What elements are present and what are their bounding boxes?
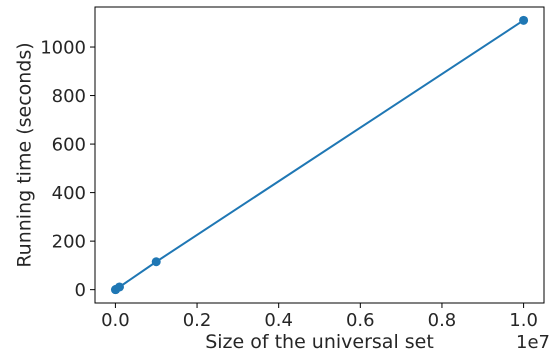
data-point	[151, 257, 161, 267]
y-tick-label: 400	[52, 183, 86, 204]
y-tick-label: 600	[52, 135, 86, 156]
y-tick-label: 800	[52, 86, 86, 107]
y-axis-label: Running time (seconds)	[14, 42, 36, 267]
y-axis-ticks: 0 200 400 600 800 1000	[40, 38, 95, 301]
x-tick-label: 0.0	[101, 310, 130, 331]
plot-frame	[94, 6, 545, 304]
y-tick-label: 1000	[40, 38, 86, 59]
series-line	[114, 19, 525, 291]
x-tick-label: 1.0	[509, 310, 538, 331]
x-axis-label: Size of the universal set	[205, 331, 434, 353]
series-layer	[110, 15, 529, 295]
data-point	[519, 15, 529, 25]
x-tick-label: 0.4	[264, 310, 293, 331]
y-tick-label: 0	[75, 280, 86, 301]
y-tick-label: 200	[52, 232, 86, 253]
x-tick-label: 0.6	[346, 310, 375, 331]
x-tick-label: 0.2	[183, 310, 212, 331]
x-tick-label: 0.8	[428, 310, 457, 331]
x-axis-offset-label: 1e7	[516, 332, 550, 353]
data-point	[114, 282, 124, 292]
x-axis-ticks: 0.0 0.2 0.4 0.6 0.8 1.0	[101, 303, 538, 331]
